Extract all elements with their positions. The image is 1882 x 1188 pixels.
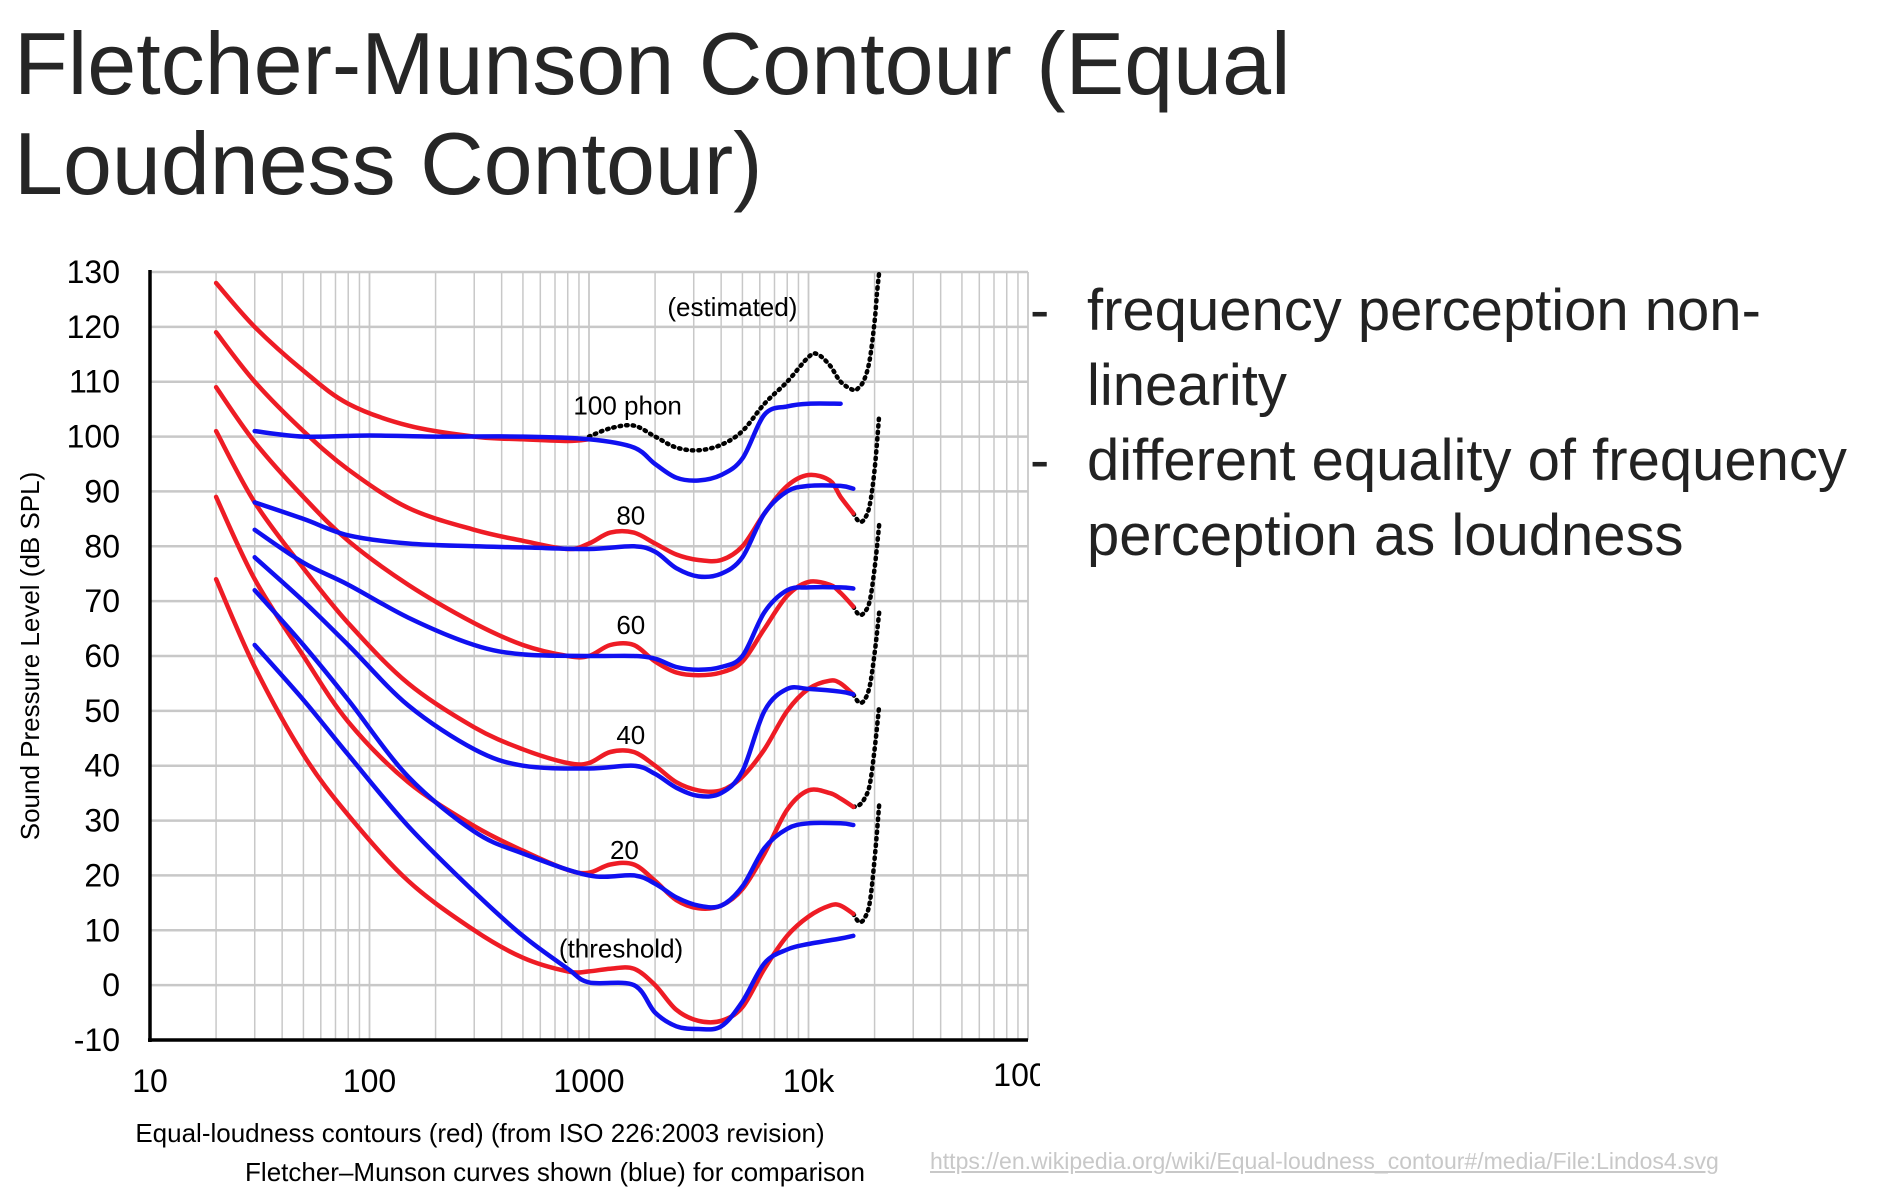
y-tick-label: 80 [84,528,120,564]
fletcher-munson-curve-100-phon [252,401,843,483]
fletcher-munson-curve-80-phon [252,483,856,580]
chart-curves [213,269,882,1032]
bullet-marker: - [1030,428,1050,493]
y-tick-label: 60 [84,638,120,674]
iso226-curve-20-phon [213,494,856,911]
y-tick-label: 20 [84,857,120,893]
estimated-dotted-curve [851,412,882,525]
iso226-curve-40-phon [213,428,856,795]
bullet-list: - frequency perception non-linearity - dif… [1030,273,1860,573]
y-tick-label: 10 [84,912,120,948]
chart-labels: -10 0 10 20 30 40 50 60 70 80 90 100 110 120 130 10 100 1… [15,254,1040,1187]
estimated-dotted-curve [851,801,882,925]
y-tick-label: 50 [84,693,120,729]
fletcher-munson-curve-0-phon [252,642,856,1032]
x-tick-label: 10 [132,1063,168,1099]
y-tick-label: 0 [102,967,120,1003]
x-axis-label-line: Equal-loudness contours (red) (from ISO … [135,1118,824,1148]
y-tick-label: 100 [67,419,120,455]
iso226-curve-0-phon [213,576,856,1025]
x-tick-label: 100 [343,1063,396,1099]
y-tick-label: 90 [84,473,120,509]
curve-annotation: 80 [616,500,645,530]
fletcher-munson-curve-40-phon [252,555,856,799]
y-tick-label: 130 [67,254,120,290]
y-axis-label: Sound Pressure Level (dB SPL) [15,472,45,841]
y-tick-label: 30 [84,803,120,839]
bullet-text: different equality of frequency percepti… [1087,428,1847,568]
y-tick-label: -10 [74,1022,120,1058]
estimated-dotted-curve [586,269,882,453]
curve-annotation: 60 [616,610,645,640]
equal-loudness-chart: -10 0 10 20 30 40 50 60 70 80 90 100 110 120 130 10 100 1… [15,254,1040,1187]
x-tick-label: 10k [783,1063,836,1099]
curve-annotation: (threshold) [559,934,683,964]
estimated-dotted-curve [851,522,882,618]
fletcher-munson-curve-60-phon [252,527,856,672]
iso226-curve-80-phon [213,330,856,564]
slide-title: Fletcher-Munson Contour (Equal Loudness … [14,14,1291,213]
bullet-marker: - [1030,278,1050,343]
bullet-item: - frequency perception non-linearity [1030,273,1860,423]
estimated-dotted-curve [851,703,882,810]
estimated-dotted-curve [851,609,882,706]
curve-annotation: 20 [610,835,639,865]
x-tick-label: 100k [993,1057,1040,1093]
source-link[interactable]: https://en.wikipedia.org/wiki/Equal-loud… [930,1148,1719,1174]
y-tick-label: 110 [69,364,120,400]
curve-annotation: 100 phon [573,391,681,421]
y-tick-label: 120 [67,309,120,345]
x-axis-label-line: Fletcher–Munson curves shown (blue) for … [245,1157,865,1187]
fletcher-munson-curve-20-phon [252,587,856,910]
x-tick-label: 1000 [553,1063,624,1099]
bullet-item: - different equality of frequency percept… [1030,423,1860,573]
y-tick-label: 40 [84,748,120,784]
curve-annotation: 40 [616,720,645,750]
chart-axes [148,270,1028,1042]
iso226-curve-100-phon [213,280,592,444]
y-tick-label: 70 [84,583,120,619]
curve-annotation: (estimated) [667,292,797,322]
bullet-text: frequency perception non-linearity [1087,278,1761,418]
